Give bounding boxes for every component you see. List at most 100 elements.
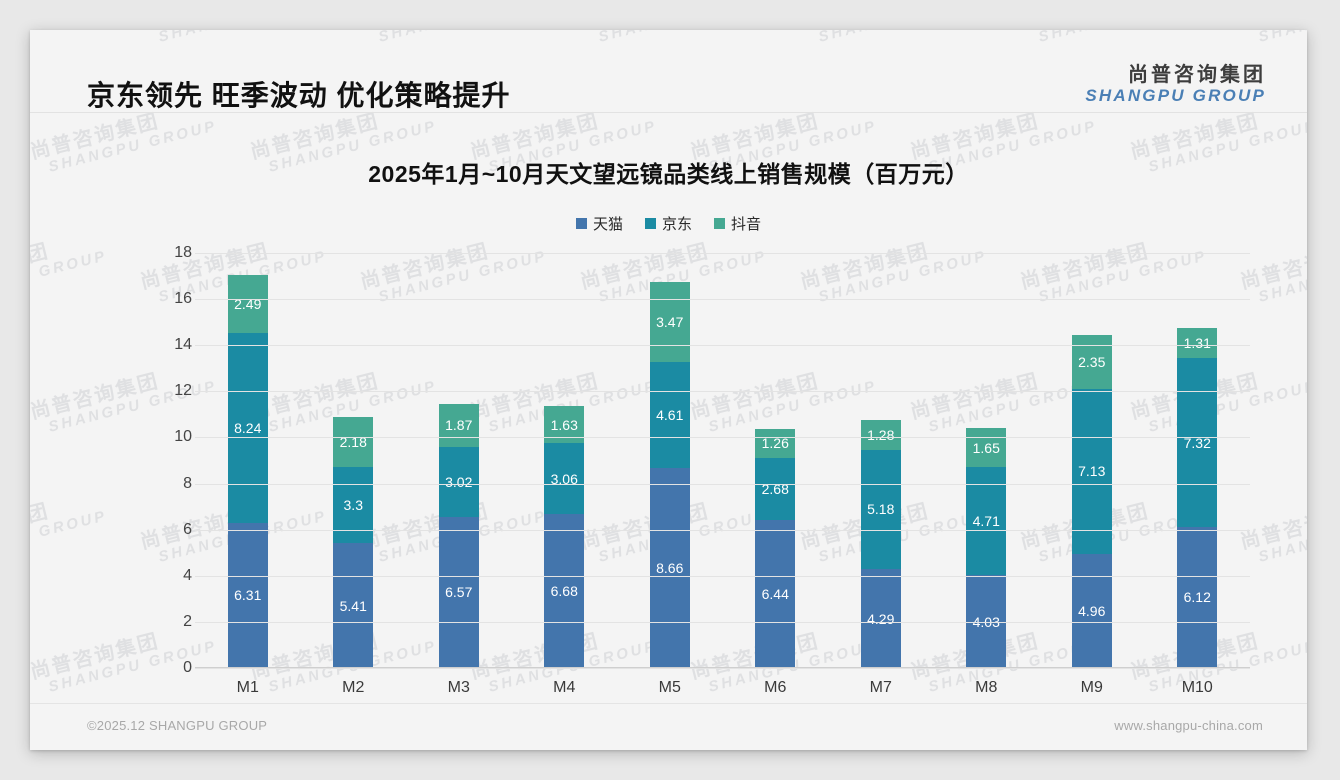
bar-segment-抖音[interactable]: 3.47 xyxy=(649,282,690,363)
y-gridline xyxy=(195,299,1250,301)
y-gridline xyxy=(195,668,1250,669)
bar-segment-天猫[interactable]: 5.41 xyxy=(333,543,374,668)
bar-group-m2[interactable]: 5.41 3.3 2.18 M2 xyxy=(333,416,374,696)
x-axis-line xyxy=(195,667,1250,668)
bar-segment-京东[interactable]: 3.02 xyxy=(438,446,479,517)
bar-value-label: 3.47 xyxy=(656,314,684,331)
y-axis-tick-label: 12 xyxy=(174,382,192,400)
x-axis-tick-label: M5 xyxy=(658,679,681,696)
chart-container: 2025年1月~10月天文望远镜品类线上销售规模（百万元） 天猫 京东 抖音 6.3… xyxy=(30,113,1307,720)
bar-value-label: 2.35 xyxy=(1078,354,1106,371)
bar-group-m1[interactable]: 6.31 8.24 2.49 M1 xyxy=(227,275,268,696)
bar-segment-京东[interactable]: 2.68 xyxy=(755,457,796,520)
bar-segment-京东[interactable]: 7.13 xyxy=(1071,389,1112,554)
bar-segment-天猫[interactable]: 4.03 xyxy=(966,575,1007,668)
bar-group-m10[interactable]: 6.12 7.32 1.31 M10 xyxy=(1177,327,1218,696)
bar-segment-天猫[interactable]: 6.57 xyxy=(438,516,479,668)
y-axis-tick-label: 0 xyxy=(183,659,192,676)
bar-segment-抖音[interactable]: 1.26 xyxy=(755,428,796,458)
chart-title: 2025年1月~10月天文望远镜品类线上销售规模（百万元） xyxy=(368,161,969,187)
bar-segment-抖音[interactable]: 1.87 xyxy=(438,403,479,447)
legend-item-1[interactable]: 京东 xyxy=(644,213,692,234)
bar-segment-抖音[interactable]: 1.63 xyxy=(544,405,585,444)
x-axis-tick-label: M3 xyxy=(447,679,470,696)
chart-legend: 天猫 京东 抖音 xyxy=(30,213,1307,234)
bar-segment-京东[interactable]: 3.3 xyxy=(333,467,374,544)
x-axis-tick-label: M1 xyxy=(236,679,259,696)
legend-label: 天猫 xyxy=(592,216,623,233)
bar-segment-京东[interactable]: 4.61 xyxy=(649,362,690,469)
bar-group-m5[interactable]: 8.66 4.61 3.47 M5 xyxy=(649,282,690,696)
y-gridline xyxy=(195,391,1250,393)
x-axis-tick-label: M2 xyxy=(342,679,365,696)
brand-logo: 尚普咨询集团 SHANGPU GROUP xyxy=(1085,64,1266,105)
bar-group-m9[interactable]: 4.96 7.13 2.35 M9 xyxy=(1071,335,1112,696)
bar-segment-抖音[interactable]: 2.49 xyxy=(227,275,268,333)
chart-plot-area: 6.31 8.24 2.49 M1 5.41 3.3 2.18 M2 6.57 3.02 1.87 M… xyxy=(170,244,1250,696)
bar-value-label: 1.28 xyxy=(867,426,895,443)
bar-value-label: 6.12 xyxy=(1183,589,1211,606)
y-axis-tick-label: 8 xyxy=(183,474,192,492)
slide-card: 尚普咨询集团 SHANGPU GROUP 尚普咨询集团 SHANGPU GROUP 尚普… xyxy=(30,30,1307,750)
slide-header: 京东领先 旺季波动 优化策略提升 尚普咨询集团 SHANGPU GROUP xyxy=(30,30,1307,113)
y-gridline xyxy=(195,529,1250,531)
y-axis-tick-label: 10 xyxy=(174,428,192,446)
bar-value-label: 1.63 xyxy=(550,416,578,433)
bar-value-label: 4.03 xyxy=(972,613,1000,630)
bar-segment-京东[interactable]: 3.06 xyxy=(544,443,585,514)
bar-value-label: 5.41 xyxy=(339,597,367,614)
x-axis-tick-label: M8 xyxy=(975,679,998,696)
bar-segment-京东[interactable]: 5.18 xyxy=(860,449,901,570)
x-axis-tick-label: M6 xyxy=(764,679,787,696)
bar-value-label: 3.3 xyxy=(343,497,363,514)
bar-segment-天猫[interactable]: 6.31 xyxy=(227,522,268,668)
bar-value-label: 2.68 xyxy=(761,480,789,497)
y-axis-tick-label: 2 xyxy=(183,612,192,630)
y-gridline xyxy=(195,253,1250,254)
bar-segment-京东[interactable]: 8.24 xyxy=(227,332,268,523)
bar-value-label: 5.18 xyxy=(867,501,895,518)
y-gridline xyxy=(195,345,1250,347)
bar-value-label: 2.49 xyxy=(234,295,262,312)
legend-swatch-icon xyxy=(644,218,656,229)
y-axis-tick-label: 16 xyxy=(174,290,192,308)
bar-value-label: 6.31 xyxy=(234,587,262,604)
bar-segment-天猫[interactable]: 6.68 xyxy=(544,514,585,668)
bar-group-m4[interactable]: 6.68 3.06 1.63 M4 xyxy=(544,405,585,696)
legend-swatch-icon xyxy=(575,218,587,229)
bar-segment-天猫[interactable]: 6.12 xyxy=(1177,526,1218,668)
bar-value-label: 7.32 xyxy=(1183,434,1211,451)
legend-item-0[interactable]: 天猫 xyxy=(575,213,623,234)
bar-segment-天猫[interactable]: 6.44 xyxy=(755,519,796,668)
bar-value-label: 6.57 xyxy=(445,584,473,601)
legend-label: 京东 xyxy=(661,216,692,233)
bar-series-layer: 6.31 8.24 2.49 M1 5.41 3.3 2.18 M2 6.57 3.02 1.87 M… xyxy=(195,253,1250,696)
bar-segment-抖音[interactable]: 2.18 xyxy=(333,416,374,468)
bar-segment-天猫[interactable]: 4.96 xyxy=(1071,553,1112,668)
bar-group-m8[interactable]: 4.03 4.71 1.65 M8 xyxy=(966,428,1007,696)
bar-group-m6[interactable]: 6.44 2.68 1.26 M6 xyxy=(755,428,796,696)
bar-segment-抖音[interactable]: 1.65 xyxy=(966,428,1007,467)
bar-segment-天猫[interactable]: 8.66 xyxy=(649,468,690,668)
bar-value-label: 1.26 xyxy=(761,435,789,452)
y-axis-tick-label: 4 xyxy=(183,566,192,584)
website-url: www.shangpu-china.com xyxy=(1114,718,1263,733)
copyright-text: ©2025.12 SHANGPU GROUP xyxy=(87,718,268,733)
bar-group-m7[interactable]: 4.29 5.18 1.28 M7 xyxy=(860,420,901,696)
bar-segment-京东[interactable]: 4.71 xyxy=(966,466,1007,576)
x-axis-tick-label: M4 xyxy=(553,679,576,696)
bar-group-m3[interactable]: 6.57 3.02 1.87 M3 xyxy=(438,403,479,696)
legend-item-2[interactable]: 抖音 xyxy=(714,213,761,234)
bar-value-label: 6.44 xyxy=(761,585,789,602)
bar-segment-抖音[interactable]: 2.35 xyxy=(1071,335,1112,390)
bar-segment-天猫[interactable]: 4.29 xyxy=(860,569,901,668)
bar-segment-抖音[interactable]: 1.31 xyxy=(1177,327,1218,359)
bar-value-label: 6.68 xyxy=(550,583,578,599)
bar-value-label: 8.24 xyxy=(234,419,262,436)
bar-value-label: 8.66 xyxy=(656,560,684,577)
brand-name-en: SHANGPU GROUP xyxy=(1085,86,1266,106)
bar-segment-京东[interactable]: 7.32 xyxy=(1177,358,1218,527)
bar-segment-抖音[interactable]: 1.28 xyxy=(860,420,901,450)
y-gridline xyxy=(195,575,1250,577)
y-gridline xyxy=(195,437,1250,439)
